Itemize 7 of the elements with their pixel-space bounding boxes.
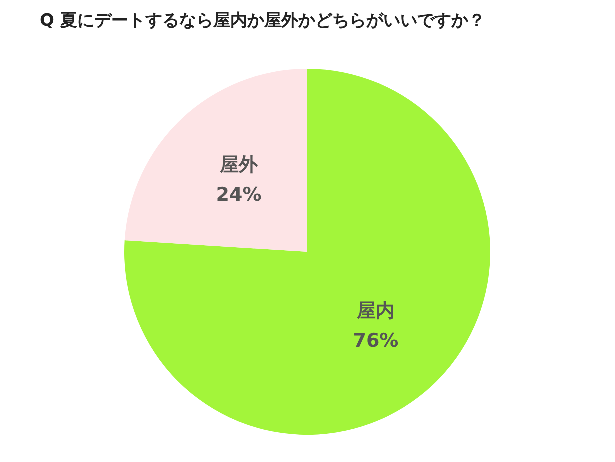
pie-slice xyxy=(124,69,490,435)
data-label: 24% xyxy=(216,184,262,206)
chart-title: Q 夏にデートするなら屋内か屋外かどちらがいいですか？ xyxy=(40,11,486,31)
slice-label: 屋内 xyxy=(356,300,395,322)
pie-slice xyxy=(124,69,308,252)
slice-label: 屋外 xyxy=(219,154,260,176)
data-label: 76% xyxy=(353,330,399,352)
